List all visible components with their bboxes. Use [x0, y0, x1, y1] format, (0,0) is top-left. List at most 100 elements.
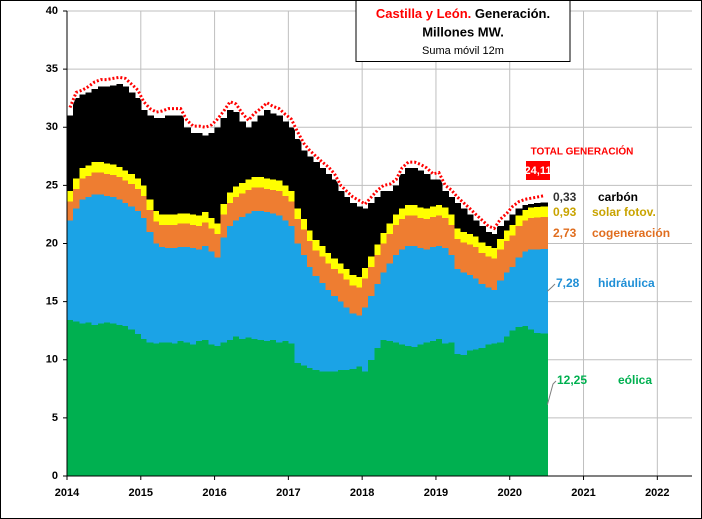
bar-segment	[282, 185, 289, 196]
bar-segment	[460, 272, 468, 356]
bar-segment	[238, 193, 247, 217]
bar-segment	[534, 202, 542, 208]
bar-segment	[441, 248, 450, 344]
bar-segment	[196, 249, 203, 342]
bar-segment	[264, 109, 271, 179]
bar-segment	[190, 224, 197, 249]
bar-segment	[257, 339, 265, 476]
bar-segment	[238, 121, 247, 184]
bar-segment	[264, 212, 271, 342]
bar-segment	[72, 321, 81, 476]
bar-segment	[153, 221, 160, 244]
bar-segment	[417, 217, 425, 249]
bar-segment	[411, 205, 419, 216]
bar-segment	[534, 207, 542, 218]
bar-segment	[251, 187, 258, 211]
bar-segment	[208, 133, 216, 218]
bar-segment	[386, 191, 394, 224]
bar-segment	[196, 341, 203, 476]
bar-segment	[208, 228, 216, 252]
bar-segment	[374, 284, 382, 349]
bar-segment	[435, 179, 443, 206]
bar-segment	[165, 214, 173, 225]
bar-segment	[97, 162, 105, 173]
bar-segment	[331, 179, 339, 259]
bar-segment	[417, 170, 425, 208]
bar-segment	[430, 179, 437, 207]
bar-segment	[190, 344, 197, 476]
bar-segment	[423, 173, 431, 209]
bar-segment	[116, 84, 123, 167]
y-tick-label: 10	[46, 354, 58, 366]
bar-segment	[509, 224, 517, 236]
bar-segment	[306, 230, 314, 242]
bar-segment	[362, 267, 369, 279]
bar-segment	[534, 333, 542, 476]
y-tick-label: 15	[46, 296, 58, 308]
bar-segment	[349, 369, 357, 476]
bar-segment	[275, 342, 284, 476]
bar-segment	[122, 170, 129, 181]
bar-segment	[306, 241, 314, 267]
bar-segment	[103, 86, 111, 164]
bar-segment	[97, 86, 105, 163]
bar-segment	[171, 214, 179, 225]
bar-segment	[257, 177, 265, 188]
bars	[67, 84, 548, 476]
bar-segment	[362, 371, 369, 476]
leader-line	[547, 283, 556, 292]
series-value-label: 7,28	[556, 276, 580, 290]
bar-segment	[202, 339, 210, 476]
bar-segment	[393, 255, 400, 343]
bar-segment	[485, 231, 492, 246]
bar-segment	[227, 226, 234, 340]
bar-segment	[245, 179, 253, 191]
bar-segment	[368, 256, 376, 267]
bar-segment	[238, 216, 247, 339]
total-line	[68, 75, 545, 231]
bar-segment	[190, 214, 197, 225]
bar-segment	[245, 213, 253, 338]
bar-segment	[275, 180, 284, 192]
x-tick-label: 2016	[202, 487, 226, 499]
bar-segment	[227, 202, 234, 227]
bar-segment	[245, 337, 253, 476]
bar-segment	[85, 176, 92, 197]
chart-title: Castilla y León. Generación.	[376, 6, 550, 21]
bar-segment	[374, 197, 382, 245]
bar-segment	[103, 195, 111, 323]
bar-segment	[227, 192, 234, 203]
bar-segment	[491, 258, 498, 290]
overlay: 0 5 10 15 20 25 30 35 40 2014 2015 2016 2017 2018 2019…	[46, 5, 692, 499]
bar-segment	[478, 226, 486, 243]
bar-segment	[497, 226, 505, 239]
bar-segment	[466, 214, 474, 235]
bar-segment	[448, 214, 455, 225]
bar-segment	[233, 112, 240, 187]
bar-segment	[109, 174, 118, 197]
bar-segment	[233, 220, 240, 337]
bar-segment	[374, 255, 382, 285]
bar-segment	[251, 210, 258, 339]
bar-segment	[67, 191, 74, 202]
bar-segment	[503, 230, 511, 242]
bar-segment	[275, 215, 284, 343]
bar-segment	[288, 191, 295, 202]
bar-segment	[404, 345, 413, 476]
bar-segment	[522, 220, 529, 252]
bar-segment	[460, 231, 468, 243]
bar-segment	[380, 243, 388, 273]
x-tick-label: 2017	[276, 487, 300, 499]
bar-segment	[306, 266, 314, 368]
bar-segment	[275, 115, 284, 181]
bar-segment	[534, 249, 542, 334]
bar-segment	[109, 164, 118, 175]
bar-segment	[337, 191, 345, 264]
x-tick-label: 2022	[645, 487, 669, 499]
bar-segment	[404, 245, 413, 346]
bar-segment	[430, 246, 437, 342]
bar-segment	[264, 188, 271, 213]
bar-segment	[109, 197, 118, 324]
bar-segment	[399, 219, 406, 250]
bar-segment	[79, 167, 87, 179]
